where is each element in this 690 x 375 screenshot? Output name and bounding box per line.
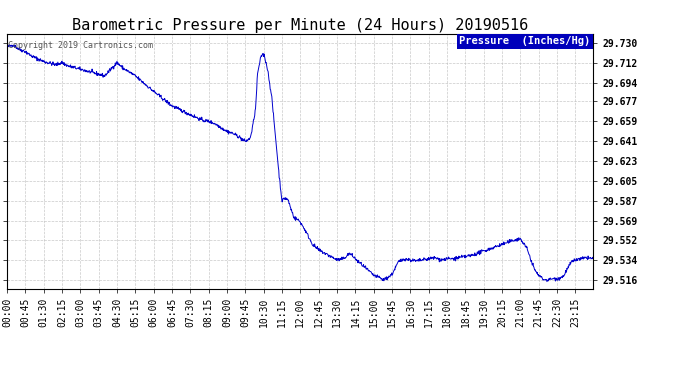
Text: Copyright 2019 Cartronics.com: Copyright 2019 Cartronics.com <box>8 41 153 50</box>
Title: Barometric Pressure per Minute (24 Hours) 20190516: Barometric Pressure per Minute (24 Hours… <box>72 18 529 33</box>
Text: Pressure  (Inches/Hg): Pressure (Inches/Hg) <box>460 36 591 46</box>
